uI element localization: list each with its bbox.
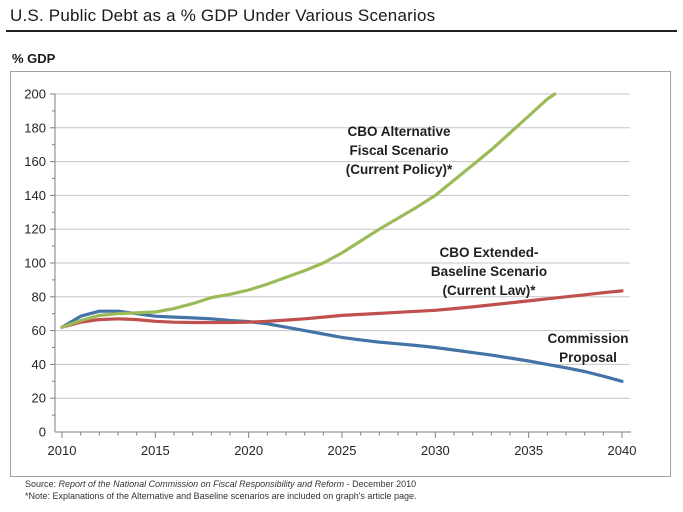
- source-prefix: Source:: [25, 479, 59, 489]
- source-block: Source: Report of the National Commissio…: [25, 478, 416, 502]
- source-citation: Report of the National Commission on Fis…: [58, 479, 345, 489]
- svg-text:180: 180: [24, 120, 46, 135]
- annotation-line: (Current Law)*: [442, 283, 536, 298]
- chart-title: U.S. Public Debt as a % GDP Under Variou…: [10, 6, 436, 25]
- svg-text:160: 160: [24, 154, 46, 169]
- svg-text:2015: 2015: [141, 443, 170, 458]
- annotation-line: (Current Policy)*: [345, 162, 453, 177]
- annotation-extended-baseline: CBO Extended- Baseline Scenario (Current…: [431, 243, 547, 300]
- svg-text:100: 100: [24, 256, 46, 271]
- svg-text:40: 40: [32, 357, 46, 372]
- svg-text:140: 140: [24, 188, 46, 203]
- annotation-commission-proposal: Commission Proposal: [547, 329, 628, 367]
- chart-frame: 0 20 40 60 80 100 120 140 160 180 200 2010 2015 2020 2…: [10, 71, 671, 477]
- source-note: *Note: Explanations of the Alternative a…: [25, 491, 417, 501]
- source-suffix: - December 2010: [344, 479, 417, 489]
- annotation-line: CBO Alternative: [347, 124, 451, 139]
- annotation-line: CBO Extended-: [439, 245, 539, 260]
- svg-text:2030: 2030: [421, 443, 450, 458]
- svg-text:2020: 2020: [234, 443, 263, 458]
- svg-text:2035: 2035: [514, 443, 543, 458]
- y-axis-unit-label: % GDP: [12, 51, 56, 66]
- annotation-line: Commission: [547, 331, 629, 346]
- svg-text:2025: 2025: [328, 443, 357, 458]
- svg-text:0: 0: [39, 425, 46, 440]
- annotation-line: Proposal: [559, 350, 617, 365]
- svg-text:2040: 2040: [608, 443, 637, 458]
- annotation-alternative-scenario: CBO Alternative Fiscal Scenario (Current…: [346, 122, 453, 179]
- svg-text:120: 120: [24, 222, 46, 237]
- title-divider: [6, 30, 677, 32]
- svg-text:80: 80: [32, 289, 46, 304]
- svg-text:2010: 2010: [48, 443, 77, 458]
- svg-text:60: 60: [32, 323, 46, 338]
- svg-text:200: 200: [24, 87, 46, 102]
- annotation-line: Fiscal Scenario: [349, 143, 449, 158]
- svg-text:20: 20: [32, 391, 46, 406]
- source-line: Source: Report of the National Commissio…: [25, 478, 416, 490]
- annotation-line: Baseline Scenario: [430, 264, 548, 279]
